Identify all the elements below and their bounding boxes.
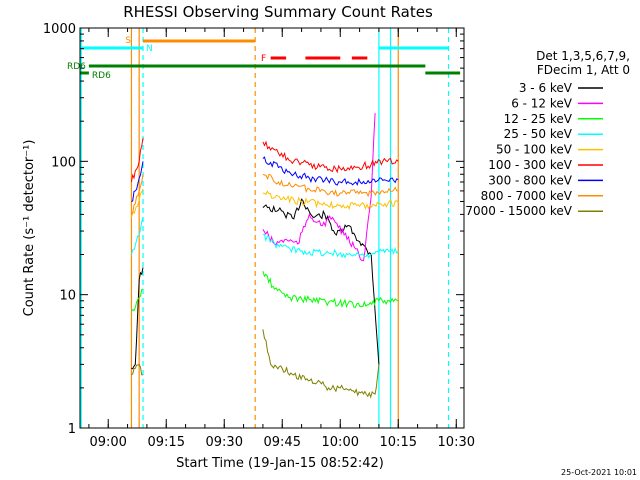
legend-entry-label: 6 - 12 keV xyxy=(511,96,573,110)
x-axis-label: Start Time (19-Jan-15 08:52:42) xyxy=(176,456,384,471)
series-line xyxy=(262,190,399,211)
series-line xyxy=(131,161,144,202)
y-axis-ticks: 1 10 100 1000 xyxy=(43,22,464,437)
legend-entry-label: 12 - 25 keV xyxy=(504,112,573,126)
series-line xyxy=(131,363,144,376)
legend-entry-label: 25 - 50 keV xyxy=(504,127,573,141)
annotation-label: F xyxy=(261,54,266,64)
plot-frame xyxy=(79,27,465,429)
legend-entry-label: 3 - 6 keV xyxy=(519,81,573,95)
x-tick-label: 10:00 xyxy=(322,435,359,450)
series-line xyxy=(131,288,144,312)
x-tick-label: 10:15 xyxy=(380,435,417,450)
series-line xyxy=(262,113,376,262)
x-tick-label: 10:30 xyxy=(438,435,475,450)
legend-entry-label: 50 - 100 keV xyxy=(496,143,573,157)
footer-timestamp: 25-Oct-2021 10:01 xyxy=(561,468,637,477)
annotation-label: RD6 xyxy=(67,62,86,72)
y-tick-label: 10 xyxy=(59,289,76,304)
series-line xyxy=(262,173,399,198)
data-series-group xyxy=(130,113,399,399)
series-line xyxy=(131,174,144,215)
legend-entry-label: 300 - 800 keV xyxy=(488,173,572,187)
x-tick-label: 09:00 xyxy=(89,435,126,450)
x-tick-label: 09:30 xyxy=(206,435,243,450)
series-line xyxy=(262,233,399,259)
series-line xyxy=(130,217,144,255)
legend-entry-label: 100 - 300 keV xyxy=(488,158,572,172)
series-line xyxy=(262,156,399,186)
series-line xyxy=(131,267,144,370)
legend: Det 1,3,5,6,7,9,FDecim 1, Att 0 3 - 6 keV… xyxy=(465,49,630,218)
annotation-label: N xyxy=(146,44,153,54)
time-marker-lines xyxy=(80,28,450,428)
legend-entry-label: 800 - 7000 keV xyxy=(481,189,573,203)
x-axis-ticks: 09:00 09:15 09:30 09:45 10:00 10:15 10:30 xyxy=(88,28,475,450)
y-axis-label: Count Rate (s⁻¹ detector⁻¹) xyxy=(22,140,37,317)
legend-header: FDecim 1, Att 0 xyxy=(537,63,630,77)
series-line xyxy=(262,140,399,174)
interval-annotations: S N F RD6 RD6 xyxy=(67,36,266,81)
x-tick-label: 09:15 xyxy=(148,435,185,450)
chart-title: RHESSI Observing Summary Count Rates xyxy=(123,3,433,21)
y-tick-label: 1 xyxy=(68,422,76,437)
series-line xyxy=(130,188,144,218)
status-interval-bars xyxy=(80,39,461,75)
series-line xyxy=(130,137,144,183)
annotation-label: S xyxy=(125,36,131,46)
legend-header: Det 1,3,5,6,7,9, xyxy=(536,49,630,63)
y-tick-label: 1000 xyxy=(43,22,76,37)
y-tick-label: 100 xyxy=(51,155,76,170)
series-line xyxy=(262,198,380,365)
annotation-label: RD6 xyxy=(92,71,111,81)
legend-entry-label: 7000 - 15000 keV xyxy=(465,204,572,218)
series-line xyxy=(262,329,380,399)
series-line xyxy=(262,271,399,309)
x-tick-label: 09:45 xyxy=(264,435,301,450)
